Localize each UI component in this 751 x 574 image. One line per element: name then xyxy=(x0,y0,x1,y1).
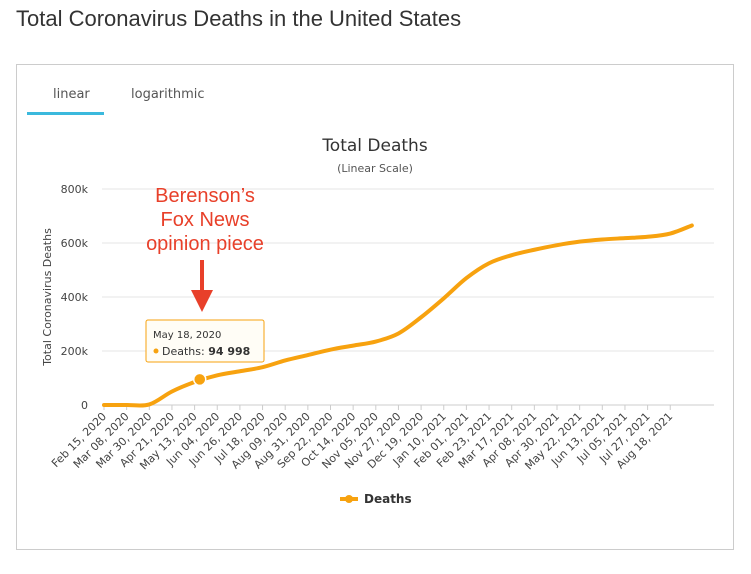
series-layer xyxy=(102,223,694,408)
tooltip-value: 94 998 xyxy=(208,345,250,358)
tooltip-box xyxy=(145,319,265,363)
tab-linear[interactable]: linear xyxy=(53,87,90,102)
tooltip-series-name: Deaths xyxy=(162,345,201,358)
y-axis-label: Total Coronavirus Deaths xyxy=(41,228,54,367)
chart-title: Total Deaths xyxy=(321,136,428,156)
y-tick-label: 400k xyxy=(61,291,89,304)
tooltip-marker-icon xyxy=(153,348,159,354)
chart-panel: linear logarithmic xyxy=(16,64,734,550)
annotation-line-1: Berenson’s xyxy=(155,185,255,207)
tab-logarithmic[interactable]: logarithmic xyxy=(131,87,205,102)
legend-marker-icon xyxy=(345,495,353,503)
annotation-line-2: Fox News xyxy=(161,209,250,231)
tooltip: May 18, 2020 Deaths: 94 998 xyxy=(145,319,265,363)
page-title: Total Coronavirus Deaths in the United S… xyxy=(16,6,462,31)
y-tick-label: 600k xyxy=(61,237,89,250)
annotation: Berenson’s Fox News opinion piece xyxy=(146,185,264,312)
annotation-arrow-head xyxy=(191,290,213,312)
active-tab-indicator xyxy=(27,112,104,115)
tooltip-value-row: Deaths: 94 998 xyxy=(162,345,250,358)
legend-label[interactable]: Deaths xyxy=(364,492,412,506)
legend[interactable]: Deaths xyxy=(340,492,412,506)
annotation-line-3: opinion piece xyxy=(146,233,264,255)
y-axis-ticks: 0 200k 400k 600k 800k xyxy=(61,183,89,412)
chart-subtitle: (Linear Scale) xyxy=(337,162,413,175)
highlight-point[interactable] xyxy=(192,372,207,387)
tooltip-date: May 18, 2020 xyxy=(153,330,221,341)
y-tick-label: 200k xyxy=(61,345,89,358)
y-tick-label: 0 xyxy=(81,399,88,412)
y-tick-label: 800k xyxy=(61,183,89,196)
